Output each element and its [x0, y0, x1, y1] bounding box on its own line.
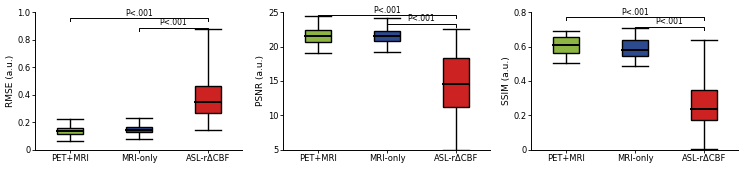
- Y-axis label: RMSE (a.u.): RMSE (a.u.): [5, 55, 15, 107]
- Bar: [373, 31, 400, 41]
- Text: P<.001: P<.001: [125, 9, 153, 18]
- Text: P<.001: P<.001: [408, 14, 435, 23]
- Bar: [443, 57, 469, 107]
- Text: P<.001: P<.001: [159, 18, 187, 27]
- Text: P<.001: P<.001: [621, 8, 649, 17]
- Y-axis label: SSIM (a.u.): SSIM (a.u.): [501, 56, 510, 105]
- Text: P<.001: P<.001: [373, 6, 401, 15]
- Bar: [126, 127, 152, 132]
- Bar: [195, 86, 221, 113]
- Bar: [691, 90, 717, 119]
- Text: P<.001: P<.001: [655, 17, 683, 26]
- Y-axis label: PSNR (a.u.): PSNR (a.u.): [256, 55, 266, 106]
- Bar: [553, 37, 579, 53]
- Bar: [57, 128, 83, 134]
- Bar: [622, 40, 648, 56]
- Bar: [305, 30, 331, 42]
